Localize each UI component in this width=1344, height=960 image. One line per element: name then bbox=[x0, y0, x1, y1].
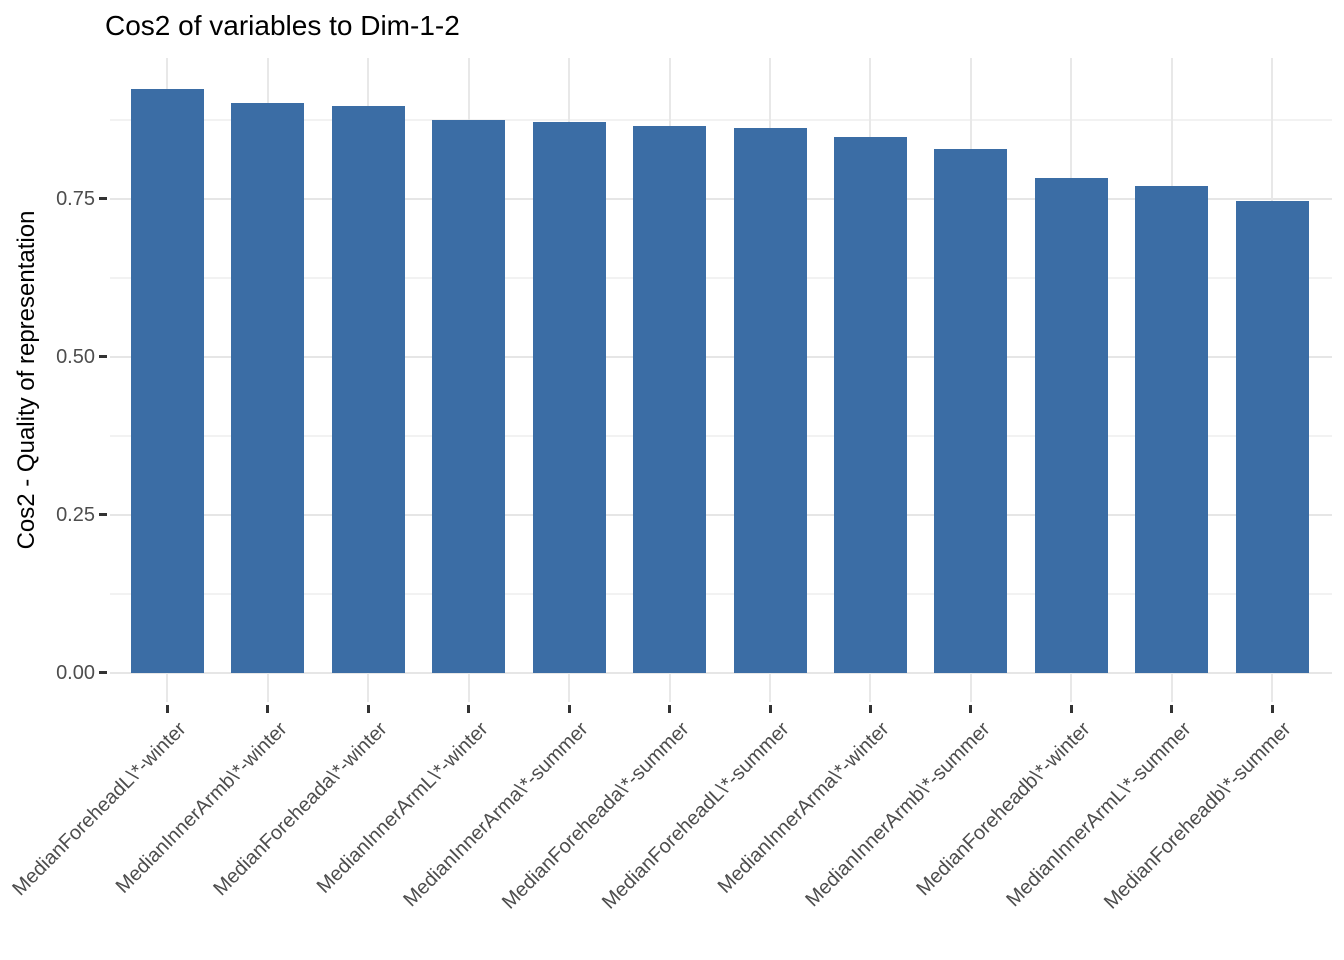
x-tick-label: MedianInnerArma\*-summer bbox=[399, 718, 593, 912]
gridline-major-y bbox=[110, 672, 1332, 674]
bar bbox=[331, 106, 405, 673]
x-axis-tick bbox=[567, 705, 571, 713]
gridline-major-y bbox=[110, 514, 1332, 516]
x-axis-tick bbox=[165, 705, 169, 713]
x-axis-tick bbox=[668, 705, 672, 713]
x-tick-label: MedianInnerArmL\*-winter bbox=[312, 718, 493, 898]
bar bbox=[231, 102, 305, 673]
y-axis-title: Cos2 - Quality of representation bbox=[13, 210, 40, 550]
y-axis-tick bbox=[99, 671, 107, 674]
x-axis-tick bbox=[467, 705, 471, 713]
bar bbox=[1034, 178, 1108, 673]
gridline-minor-y bbox=[110, 277, 1332, 279]
y-tick-label: 0.50 bbox=[56, 346, 95, 368]
bar bbox=[432, 120, 506, 673]
y-tick-label: 0.25 bbox=[56, 504, 95, 526]
y-axis-tick bbox=[99, 513, 107, 516]
bar bbox=[532, 121, 606, 673]
bar bbox=[934, 149, 1008, 673]
gridline-major-y bbox=[110, 198, 1332, 200]
x-axis-tick bbox=[1270, 705, 1274, 713]
x-axis-tick bbox=[768, 705, 772, 713]
y-axis-tick bbox=[99, 197, 107, 200]
y-axis-tick bbox=[99, 355, 107, 358]
x-tick-label: MedianInnerArmb\*-summer bbox=[801, 718, 995, 912]
x-tick-label: MedianForeheada\*-winter bbox=[209, 718, 392, 901]
x-tick-label: MedianInnerArma\*-winter bbox=[714, 718, 894, 898]
bar bbox=[130, 89, 204, 673]
x-axis-tick bbox=[1170, 705, 1174, 713]
chart-title: Cos2 of variables to Dim-1-2 bbox=[105, 10, 460, 41]
x-axis-tick bbox=[266, 705, 270, 713]
x-tick-label: MedianForeheadb\*-winter bbox=[912, 718, 1095, 901]
bar bbox=[833, 137, 907, 673]
x-tick-label: MedianInnerArmL\*-summer bbox=[1002, 718, 1196, 912]
bar bbox=[1135, 185, 1209, 673]
y-tick-label: 0.00 bbox=[56, 662, 95, 684]
y-tick-label: 0.75 bbox=[56, 188, 95, 210]
bar bbox=[633, 125, 707, 673]
gridline-minor-y bbox=[110, 435, 1332, 437]
x-axis-tick bbox=[969, 705, 973, 713]
gridline-minor-y bbox=[110, 119, 1332, 121]
x-axis-tick bbox=[366, 705, 370, 713]
bar bbox=[1235, 200, 1309, 673]
gridline-minor-y bbox=[110, 593, 1332, 595]
gridline-major-y bbox=[110, 356, 1332, 358]
x-tick-label: MedianForeheadb\*-summer bbox=[1100, 718, 1296, 914]
bar bbox=[733, 128, 807, 673]
x-axis-tick bbox=[1069, 705, 1073, 713]
x-tick-label: MedianForeheadL\*-summer bbox=[597, 718, 794, 914]
x-axis-tick bbox=[868, 705, 872, 713]
x-tick-label: MedianForeheada\*-summer bbox=[497, 718, 694, 914]
